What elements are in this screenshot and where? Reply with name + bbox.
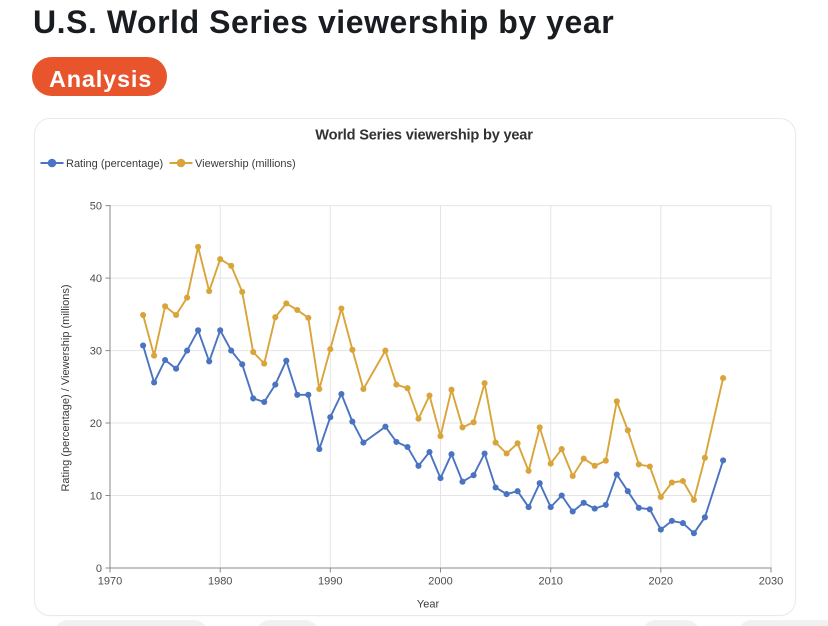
svg-text:2020: 2020 [649,576,673,588]
svg-text:30: 30 [90,345,102,357]
svg-text:2010: 2010 [538,576,562,588]
svg-text:2000: 2000 [428,576,452,588]
svg-text:Rating (percentage): Rating (percentage) [66,158,163,170]
svg-text:2030: 2030 [759,576,783,588]
svg-text:Year: Year [417,599,440,611]
svg-text:1980: 1980 [208,576,232,588]
svg-text:1970: 1970 [98,576,122,588]
svg-text:0: 0 [96,563,102,575]
svg-text:World Series viewership by yea: World Series viewership by year [315,128,533,144]
svg-text:20: 20 [90,418,102,430]
svg-text:Rating (percentage) / Viewersh: Rating (percentage) / Viewership (millio… [60,284,72,491]
svg-text:50: 50 [90,200,102,212]
svg-text:10: 10 [90,490,102,502]
svg-text:1990: 1990 [318,576,342,588]
svg-text:Viewership (millions): Viewership (millions) [195,158,296,170]
svg-text:40: 40 [90,273,102,285]
